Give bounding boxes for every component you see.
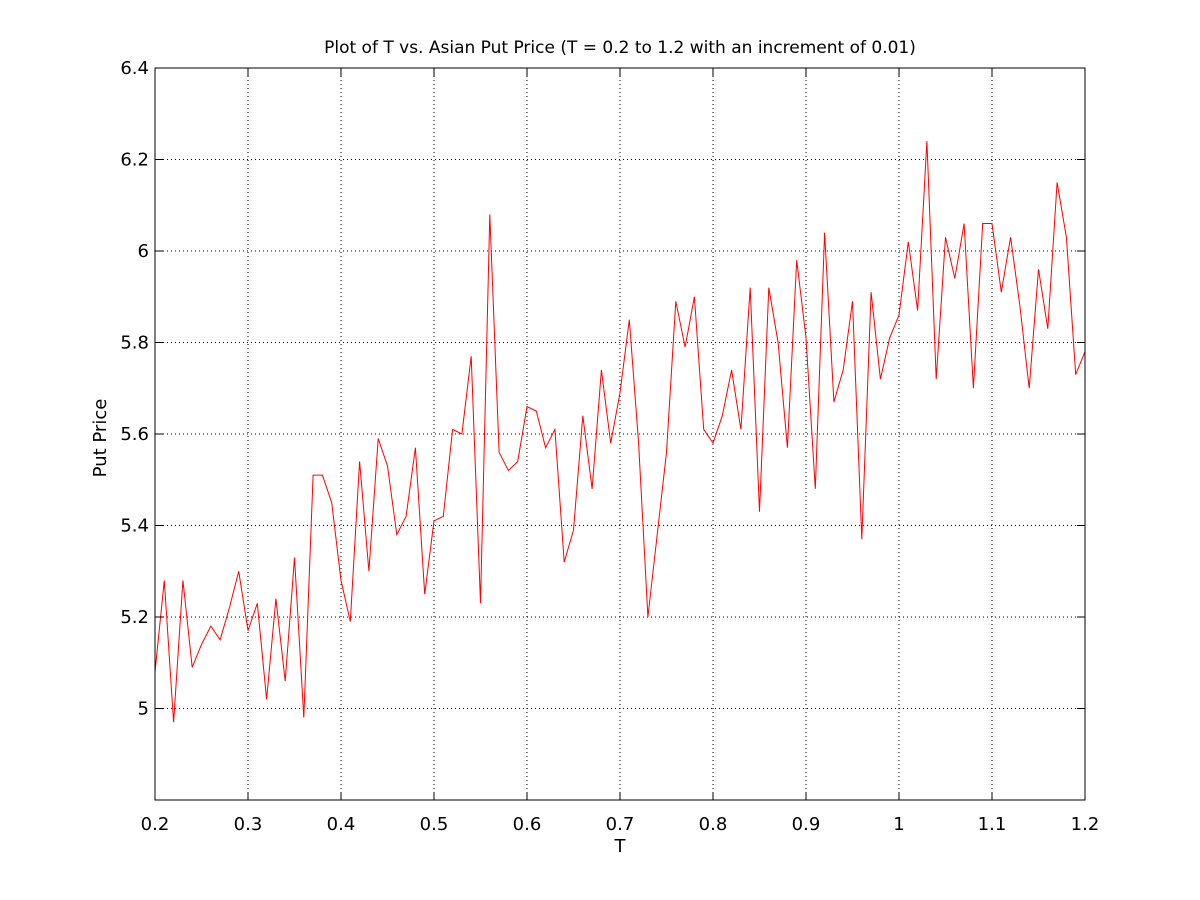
x-axis-label: T (614, 836, 627, 857)
y-tick-label: 5 (138, 699, 149, 720)
y-tick-label: 6 (138, 241, 149, 262)
y-tick-label: 5.2 (120, 607, 149, 628)
x-tick-label: 0.4 (327, 814, 356, 835)
series-lines (154, 141, 1086, 723)
x-tick-label: 0.9 (792, 814, 821, 835)
y-tick-label: 5.8 (120, 333, 149, 354)
x-tick-label: 0.7 (606, 814, 635, 835)
x-tick-label: 0.8 (699, 814, 728, 835)
series-line (154, 141, 1086, 723)
grid-lines (155, 68, 1085, 800)
y-tick-labels: 5 5.2 5.4 5.6 5.8 6 6.2 6.4 (120, 58, 149, 720)
x-tick-label: 0.2 (141, 814, 170, 835)
chart-title: Plot of T vs. Asian Put Price (T = 0.2 t… (324, 38, 916, 58)
x-tick-label: 1.1 (978, 814, 1007, 835)
y-tick-label: 6.2 (120, 150, 149, 171)
x-tick-label: 0.6 (513, 814, 542, 835)
y-tick-label: 6.4 (120, 58, 149, 79)
x-tick-label: 0.3 (234, 814, 263, 835)
x-tick-labels: 0.2 0.3 0.4 0.5 0.6 0.7 0.8 0.9 1 1.1 1.2 (141, 814, 1100, 835)
x-tick-label: 0.5 (420, 814, 449, 835)
y-tick-label: 5.4 (120, 516, 149, 537)
x-tick-label: 1 (893, 814, 904, 835)
axis-ticks (154, 67, 1086, 800)
y-tick-label: 5.6 (120, 424, 149, 445)
y-axis-label: Put Price (90, 399, 111, 478)
x-tick-label: 1.2 (1071, 814, 1100, 835)
